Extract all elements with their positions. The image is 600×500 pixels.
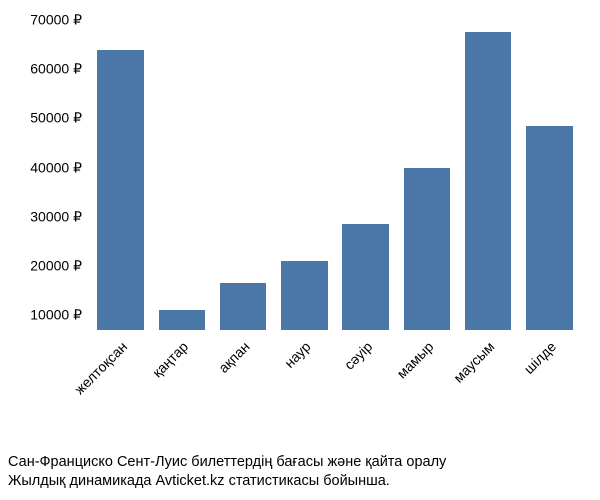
x-tick-label: қаңтар [149,338,191,380]
x-tick-label: шілде [521,338,560,377]
caption-line-2: Жылдық динамикада Avticket.kz статистика… [8,472,594,492]
x-tick-label: маусым [451,338,498,385]
x-tick-label: мамыр [393,338,436,381]
x-tick-label: ақпан [215,338,252,375]
caption-line-1: Сан-Франциско Сент-Луис билеттердің баға… [8,453,594,473]
bar [97,50,144,330]
bar [342,224,389,330]
y-tick-label: 50000 ₽ [30,110,82,127]
y-tick-label: 60000 ₽ [30,61,82,78]
x-tick-label: желтоқсан [71,338,130,397]
y-tick-label: 70000 ₽ [30,12,82,29]
bar [159,310,206,330]
y-tick-label: 40000 ₽ [30,159,82,176]
bar [526,126,573,330]
y-axis: 10000 ₽ 20000 ₽ 30000 ₽ 40000 ₽ 50000 ₽ 60000… [10,20,88,330]
bars-container [90,20,580,330]
x-tick-label: наур [282,338,315,371]
x-tick-label: сәуір [341,338,375,372]
plot-area [90,20,580,330]
bar [281,261,328,330]
x-axis-labels: желтоқсанқаңтарақпаннаурсәуірмамырмаусым… [90,332,580,432]
y-tick-label: 30000 ₽ [30,208,82,225]
chart-caption: Сан-Франциско Сент-Луис билеттердің баға… [0,453,600,492]
bar [465,32,512,330]
bar [404,168,451,330]
y-tick-label: 10000 ₽ [30,307,82,324]
y-tick-label: 20000 ₽ [30,258,82,275]
bar [220,283,267,330]
bar-chart: 10000 ₽ 20000 ₽ 30000 ₽ 40000 ₽ 50000 ₽ 60000… [10,10,590,430]
